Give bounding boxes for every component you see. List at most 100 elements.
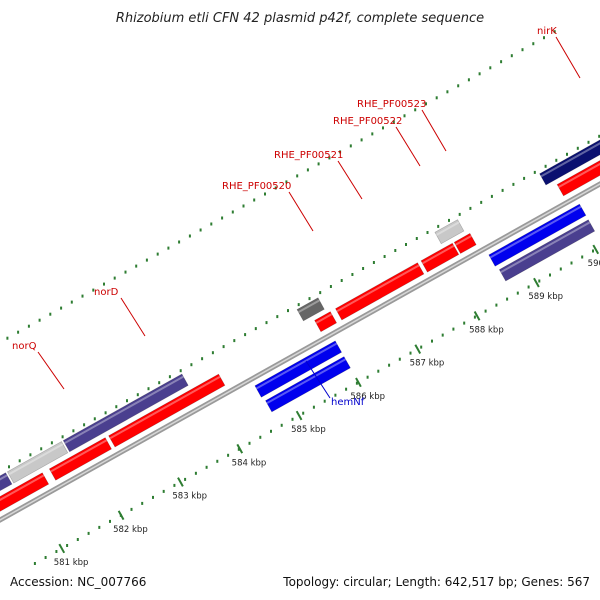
track-dot: [188, 234, 191, 238]
track-dot: [291, 417, 294, 421]
tick-label: 583 kbp: [172, 492, 207, 502]
track-dot: [103, 282, 105, 286]
track-dot: [366, 375, 369, 379]
track-dot: [448, 218, 450, 222]
track-dot: [231, 210, 234, 214]
track-dot: [158, 381, 161, 385]
track-dot: [446, 90, 449, 94]
gene-label-rhe-pf00521: RHE_PF00521: [274, 150, 343, 161]
track-dot: [473, 315, 476, 319]
tick-mark: [414, 344, 422, 354]
track-dot: [533, 170, 536, 174]
gene-red-5: [335, 262, 425, 321]
tick-mark: [117, 510, 125, 521]
backbone: [0, 181, 600, 523]
track-dot: [328, 156, 331, 160]
track-dot: [38, 318, 41, 322]
gene-red-6-shine: [421, 244, 455, 265]
track-dot: [210, 222, 213, 226]
gene-blue-hemNf: [265, 356, 351, 413]
track-dot: [392, 120, 395, 124]
track-dot: [317, 162, 320, 166]
track-dot: [426, 231, 429, 234]
gene-leader-line: [337, 160, 363, 200]
track-dot: [50, 441, 53, 445]
track-dot: [362, 267, 365, 270]
track-dot: [598, 134, 600, 138]
dotted-tracks: [6, 30, 600, 565]
track-dot: [227, 453, 230, 457]
track-dot: [587, 140, 590, 144]
track-dot: [33, 562, 36, 565]
track-dot: [371, 132, 374, 136]
track-dot: [469, 206, 472, 210]
track-dot: [340, 279, 343, 282]
track-dot: [173, 483, 176, 487]
gene-purple-2: [498, 219, 596, 282]
track-dot: [527, 285, 530, 289]
gene-leader-line: [120, 297, 146, 337]
track-dot: [302, 411, 305, 415]
track-dot: [83, 423, 86, 427]
scale-ticks: 581 kbp 582 kbp 583 kbp 584 kbp 585 kbp 586 k…: [54, 244, 600, 568]
gene-blue-2: [488, 203, 587, 267]
track-dot: [244, 333, 247, 337]
track-dot: [308, 297, 311, 301]
track-dot: [184, 477, 187, 481]
track-dot: [581, 255, 584, 259]
track-dot: [135, 264, 138, 268]
track-dot: [115, 405, 118, 409]
track-dot: [414, 108, 417, 112]
track-dot: [394, 249, 397, 252]
gene-red-6: [420, 242, 460, 273]
gene-label-nirk: nirK: [537, 26, 557, 37]
gene-red-4: [314, 311, 338, 333]
gene-purple-norD-shine: [64, 375, 184, 444]
track-dot: [441, 333, 444, 337]
track-dot: [355, 381, 358, 385]
gene-blue-1-shine: [255, 342, 338, 390]
track-dot: [544, 164, 547, 168]
track-dot: [237, 447, 240, 451]
track-dot: [323, 399, 326, 403]
gene-red-2: [48, 437, 112, 481]
gene-red-3: [108, 373, 226, 448]
track-dot: [549, 273, 551, 277]
track-dot: [248, 441, 251, 445]
gene-darkgrey-1-shine: [298, 299, 320, 314]
track-dot: [156, 252, 159, 256]
gene-label-nord: norD: [94, 287, 119, 298]
tick-mark: [473, 311, 481, 321]
track-dot: [152, 495, 154, 499]
tick-mark: [177, 477, 184, 487]
genes: [0, 139, 600, 512]
tick-label: 582 kbp: [113, 525, 148, 535]
gene-leader-line: [288, 191, 314, 232]
tick-mark: [58, 543, 66, 554]
tick-label: 588 kbp: [469, 325, 504, 335]
gene-leader-line: [421, 109, 447, 152]
gene-purple-norD: [62, 373, 189, 453]
track-dot: [377, 369, 380, 373]
accession-label: Accession: NC_007766: [10, 575, 146, 589]
track-dot: [452, 327, 455, 331]
track-dot: [559, 267, 562, 271]
track-dot: [403, 114, 406, 118]
track-dot: [27, 324, 30, 328]
gene-purple-norQ: [0, 472, 13, 492]
track-dot: [521, 48, 524, 52]
track-dot: [435, 96, 438, 100]
gene-grey-1: [6, 441, 69, 484]
track-dot: [388, 363, 391, 367]
track-dot: [510, 54, 513, 58]
track-dot: [319, 291, 322, 295]
gene-label-rhe-pf00523: RHE_PF00523: [357, 99, 426, 110]
track-dot: [113, 276, 116, 280]
gene-leader-line: [305, 360, 331, 399]
tick-label: 590 kbp: [588, 259, 600, 269]
gene-purple-2-shine: [500, 221, 591, 274]
tick-mark: [295, 410, 303, 421]
track-dot: [270, 429, 272, 433]
